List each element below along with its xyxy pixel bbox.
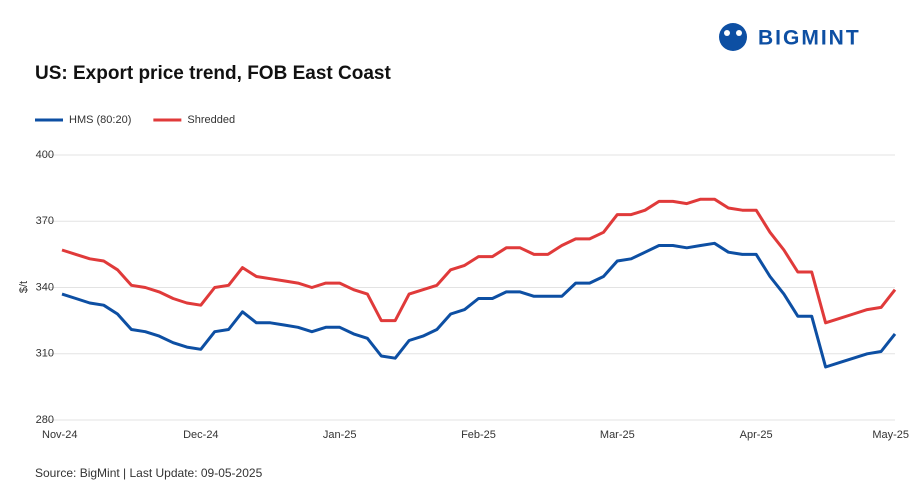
series-line <box>61 241 897 369</box>
y-axis-label: $/t <box>18 281 30 293</box>
legend-label: HMS (80:20) <box>69 114 131 126</box>
x-tick-label: Nov-24 <box>42 429 77 441</box>
chart-title: US: Export price trend, FOB East Coast <box>35 63 391 84</box>
x-tick-label: Feb-25 <box>461 429 496 441</box>
y-tick-label: 310 <box>36 348 54 360</box>
x-tick-label: Mar-25 <box>600 429 635 441</box>
x-tick-label: May-25 <box>872 429 909 441</box>
logo-icon <box>719 23 747 51</box>
y-tick-label: 400 <box>36 149 54 161</box>
brand: BIGMINT <box>758 27 861 50</box>
logo-icon <box>736 30 742 36</box>
x-tick-label: Apr-25 <box>740 429 773 441</box>
legend-label: Shredded <box>187 114 235 126</box>
logo-icon <box>724 30 730 36</box>
x-tick-label: Dec-24 <box>183 429 218 441</box>
y-tick-label: 340 <box>36 281 54 293</box>
x-tick-label: Jan-25 <box>323 429 357 441</box>
y-tick-label: 370 <box>36 215 54 227</box>
y-tick-label: 280 <box>36 414 54 426</box>
logo: BIGMINT <box>719 23 861 51</box>
series-line <box>61 197 897 325</box>
source: Source: BigMint | Last Update: 09-05-202… <box>35 466 263 480</box>
